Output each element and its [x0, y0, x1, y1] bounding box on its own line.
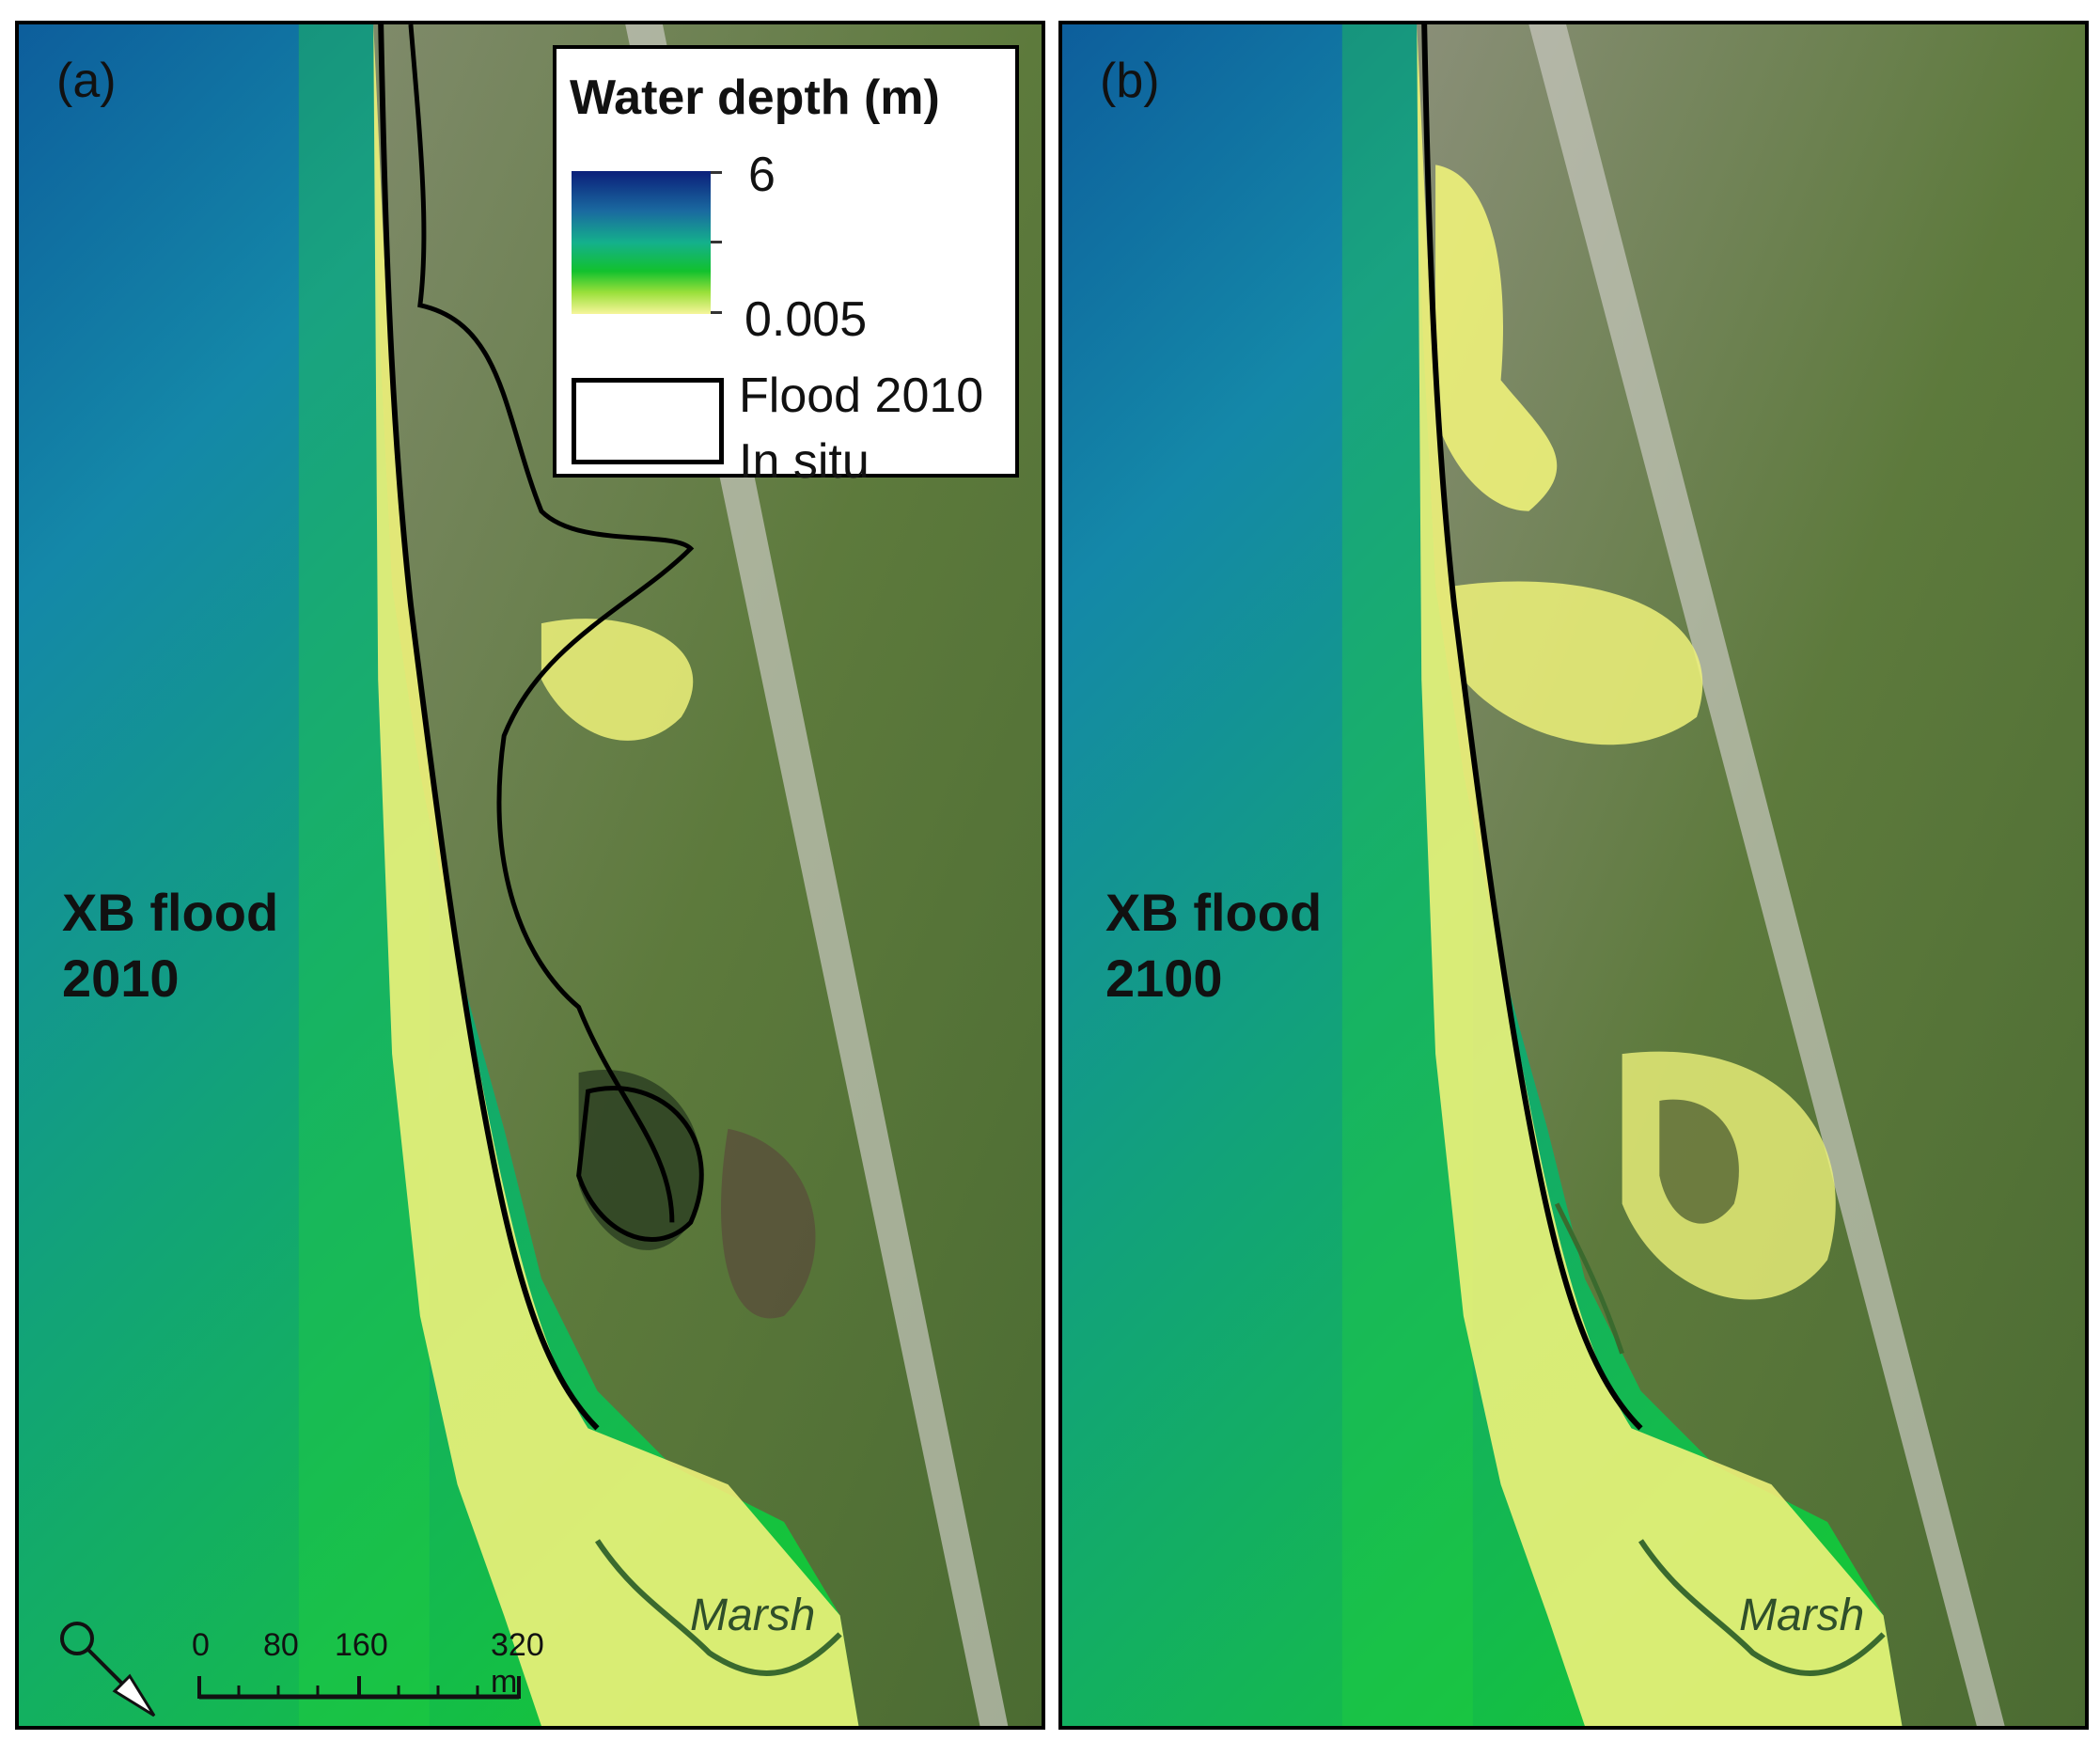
- marsh-label: Marsh: [690, 1591, 816, 1640]
- land-area: [1417, 24, 2085, 1726]
- legend-flood-label: Flood 2010 In situ: [739, 363, 983, 494]
- flood-map-b: [1062, 24, 2085, 1726]
- flood-extent: [373, 24, 859, 1726]
- panel-title-line2: 2100: [1105, 949, 1223, 1008]
- ramp-tick-bottom: [711, 311, 722, 314]
- legend-min-value: 0.005: [744, 292, 868, 347]
- scale-label-160: 160: [335, 1627, 388, 1663]
- north-arrow-icon: [60, 1622, 156, 1717]
- marsh-boundary: [1638, 1539, 1886, 1676]
- panel-title-line1: XB flood: [62, 883, 279, 942]
- scale-label-80: 80: [263, 1627, 299, 1663]
- panel-tag: (b): [1100, 54, 1160, 108]
- scale-ruler: [197, 1676, 521, 1700]
- panel-title-line2: 2010: [62, 949, 180, 1008]
- scale-label-320: 320 m: [491, 1627, 544, 1700]
- panel-a: (a) XB flood 2010 Marsh Water depth (m) …: [15, 21, 1045, 1730]
- panel-title: XB flood 2100: [1105, 880, 1387, 1011]
- legend-flood-line2: In situ: [739, 434, 870, 489]
- scale-label-0: 0: [192, 1627, 210, 1663]
- coastline: [378, 24, 600, 1431]
- panel-tag: (a): [56, 54, 117, 108]
- ramp-tick-mid: [711, 241, 722, 243]
- road: [1528, 24, 2005, 1726]
- legend-flood-swatch: [572, 378, 724, 464]
- legend-max-value: 6: [748, 148, 776, 202]
- legend-color-ramp: [572, 171, 711, 314]
- panel-title: XB flood 2010: [62, 880, 344, 1011]
- marsh-label: Marsh: [1739, 1591, 1865, 1640]
- coastline: [1421, 24, 1643, 1431]
- legend-flood-line1: Flood 2010: [739, 368, 984, 423]
- ramp-tick-top: [711, 171, 722, 174]
- legend-title: Water depth (m): [570, 71, 940, 125]
- flood-extent: [1417, 24, 1903, 1726]
- legend: Water depth (m) 6 0.005 Flood 2010 In si…: [553, 45, 1019, 489]
- scale-bar: 0 80 160 320 m: [188, 1627, 545, 1712]
- panel-b: (b) XB flood 2100 Marsh: [1058, 21, 2089, 1730]
- panel-title-line1: XB flood: [1105, 883, 1323, 942]
- flood-2010-outline: [408, 24, 695, 1223]
- marsh-boundary: [594, 1539, 842, 1676]
